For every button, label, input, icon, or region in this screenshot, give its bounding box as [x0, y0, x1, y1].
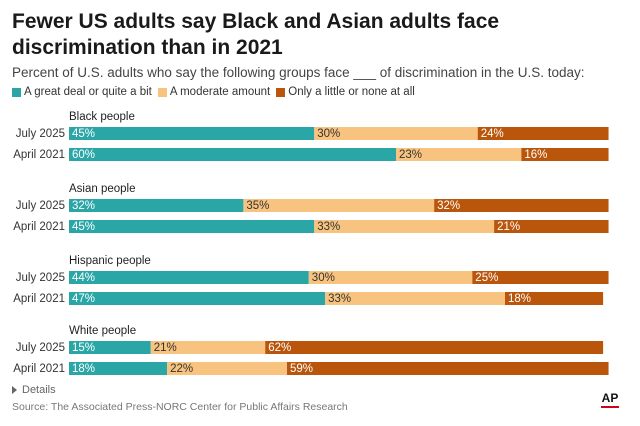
ap-logo-underline — [601, 406, 619, 408]
row-label: April 2021 — [13, 363, 65, 375]
row-label: April 2021 — [13, 221, 65, 233]
bar-value-label: 16% — [524, 149, 547, 161]
legend-swatch — [276, 87, 286, 97]
bar-value-label: 23% — [399, 149, 422, 161]
bar-value-label: 30% — [312, 272, 335, 284]
details-toggle[interactable]: Details — [12, 384, 56, 396]
bar-segment — [69, 341, 151, 354]
legend-swatch — [12, 87, 21, 97]
bar-segment — [69, 127, 315, 140]
bar-segment — [396, 148, 522, 161]
legend-label: Only a little or none at all — [288, 86, 415, 98]
chart-subtitle: Percent of U.S. adults who say the follo… — [12, 65, 585, 80]
bar-segment — [69, 292, 326, 305]
legend-item-little-none: Only a little or none at all — [276, 86, 415, 98]
group-label: Black people — [69, 111, 135, 123]
bar-value-label: 33% — [328, 293, 351, 305]
ap-logo-text: AP — [601, 391, 619, 405]
bar-value-label: 35% — [246, 200, 269, 212]
group-label: Asian people — [69, 183, 136, 195]
bar-value-label: 33% — [317, 221, 340, 233]
bar-segment — [69, 271, 309, 284]
bar-segment — [434, 199, 609, 212]
bar-value-label: 45% — [72, 221, 95, 233]
bar-segment — [314, 220, 495, 233]
bar-segment — [494, 220, 609, 233]
bar-segment — [308, 271, 473, 284]
row-label: July 2025 — [16, 272, 65, 284]
bar-segment — [477, 127, 609, 140]
group-label: Hispanic people — [69, 255, 151, 267]
bar-segment — [287, 362, 609, 375]
bar-segment — [167, 362, 287, 375]
bar-segment — [69, 220, 315, 233]
bar-value-label: 47% — [72, 293, 95, 305]
legend-swatch — [157, 87, 167, 97]
legend-item-great-deal: A great deal or quite a bit — [12, 86, 152, 98]
bar-value-label: 44% — [72, 272, 95, 284]
row-label: July 2025 — [16, 128, 65, 140]
bar-value-label: 18% — [72, 363, 95, 375]
ap-logo: AP — [601, 392, 619, 408]
bar-value-label: 25% — [475, 272, 498, 284]
bar-value-label: 62% — [268, 342, 291, 354]
bar-value-label: 32% — [437, 200, 460, 212]
bar-value-label: 24% — [481, 128, 504, 140]
bar-value-label: 18% — [508, 293, 531, 305]
bar-segment — [505, 292, 604, 305]
bar-segment — [150, 341, 266, 354]
bar-value-label: 45% — [72, 128, 95, 140]
bar-segment — [521, 148, 609, 161]
group-label: White people — [69, 325, 136, 337]
bar-value-label: 21% — [497, 221, 520, 233]
legend-item-moderate: A moderate amount — [157, 86, 271, 98]
bar-value-label: 60% — [72, 149, 95, 161]
bar-value-label: 21% — [154, 342, 177, 354]
legend: A great deal or quite a bit A moderate a… — [12, 86, 421, 98]
bar-segment — [243, 199, 435, 212]
bar-segment — [325, 292, 505, 305]
source-note: Source: The Associated Press-NORC Center… — [12, 401, 348, 413]
bar-value-label: 59% — [290, 363, 313, 375]
row-label: April 2021 — [13, 293, 65, 305]
legend-label: A great deal or quite a bit — [24, 86, 152, 98]
bar-value-label: 22% — [170, 363, 193, 375]
row-label: April 2021 — [13, 149, 65, 161]
bar-value-label: 30% — [317, 128, 340, 140]
row-label: July 2025 — [16, 200, 65, 212]
bar-segment — [69, 362, 168, 375]
bar-segment — [472, 271, 609, 284]
legend-label: A moderate amount — [169, 86, 271, 98]
bar-segment — [69, 148, 396, 161]
expand-triangle-icon — [12, 386, 17, 394]
bar-value-label: 32% — [72, 200, 95, 212]
bar-value-label: 15% — [72, 342, 95, 354]
chart-title: Fewer US adults say Black and Asian adul… — [12, 10, 500, 59]
stacked-bar-chart: Black people July 2025 45% 30% 24% April 2021… — [13, 111, 609, 375]
bar-segment — [265, 341, 604, 354]
bar-segment — [314, 127, 478, 140]
bar-segment — [69, 199, 244, 212]
details-label: Details — [22, 384, 56, 396]
row-label: July 2025 — [16, 342, 65, 354]
